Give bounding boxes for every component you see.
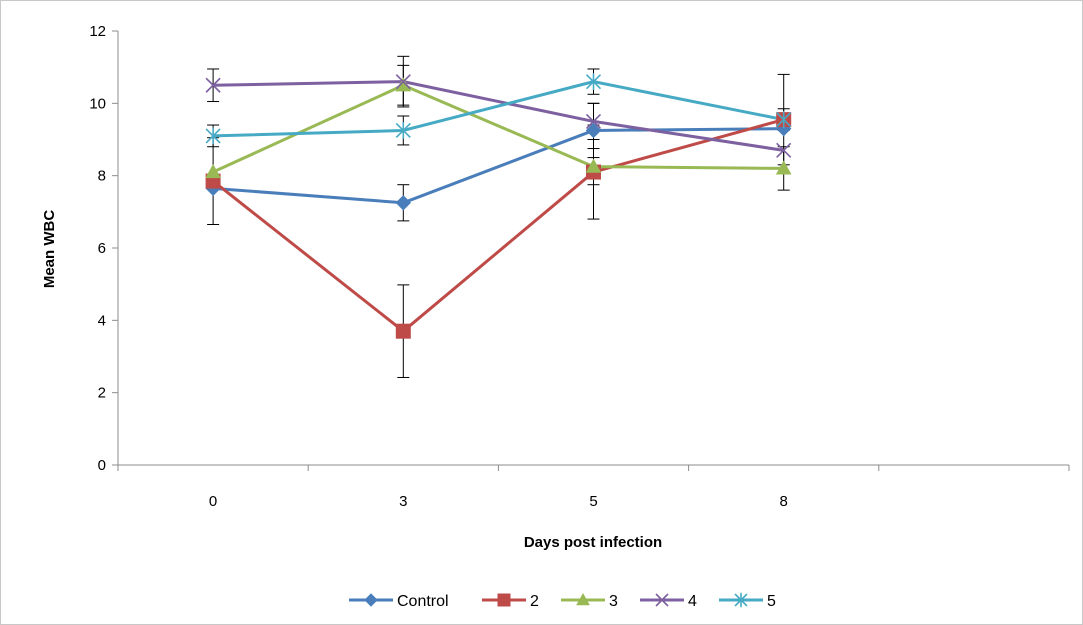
legend-item: 3 <box>561 592 618 610</box>
series-line-4 <box>213 80 784 152</box>
data-point-stroke <box>655 593 669 607</box>
data-point <box>776 111 792 129</box>
series-markers <box>205 73 792 339</box>
series-line-2 <box>212 118 785 333</box>
legend-label: 5 <box>767 593 776 610</box>
x-tick-label: 5 <box>589 493 597 510</box>
legend-item: 4 <box>640 593 697 610</box>
data-point <box>395 195 412 211</box>
y-tick-label: 12 <box>89 23 106 40</box>
series-line-3 <box>212 83 784 174</box>
y-tick-label: 4 <box>98 312 106 329</box>
y-tick-label: 8 <box>98 168 106 185</box>
legend-item: 5 <box>719 592 776 610</box>
x-tick-label: 8 <box>780 493 788 510</box>
y-tick-label: 2 <box>98 385 106 402</box>
data-point <box>585 122 602 139</box>
data-point-stroke <box>395 74 411 90</box>
chart-axes <box>112 30 1070 471</box>
data-point <box>585 73 602 91</box>
data-point <box>205 77 221 93</box>
data-point <box>205 164 221 179</box>
data-point <box>734 592 748 608</box>
legend-item: Control <box>349 593 449 610</box>
data-point <box>395 122 411 139</box>
legend-label: Control <box>397 593 449 610</box>
series-line-control <box>212 127 784 205</box>
data-point <box>585 158 602 173</box>
y-tick-labels: 0 2 4 6 8 10 12 <box>89 23 106 474</box>
data-point <box>775 160 792 175</box>
legend-label: 4 <box>688 593 697 610</box>
legend-label: 2 <box>530 593 539 610</box>
y-tick-label: 6 <box>98 240 106 257</box>
data-point <box>655 593 669 607</box>
legend-item: 2 <box>482 593 539 610</box>
data-point-stroke <box>585 113 602 129</box>
data-point <box>205 127 221 145</box>
data-point <box>395 74 411 90</box>
legend: Control 2 3 4 5 <box>349 592 776 610</box>
data-point <box>585 113 602 129</box>
x-tick-label: 0 <box>209 493 217 510</box>
x-tick-labels: 0 3 5 8 <box>209 493 788 510</box>
y-axis-title: Mean WBC <box>41 210 58 289</box>
data-point-stroke <box>776 142 792 158</box>
series-lines <box>212 80 785 333</box>
data-point <box>497 593 511 607</box>
legend-label: 3 <box>609 593 618 610</box>
data-point <box>776 142 792 158</box>
series-line-5 <box>213 80 784 138</box>
y-tick-label: 10 <box>89 95 106 112</box>
x-axis-title: Days post infection <box>524 534 662 551</box>
data-point <box>576 592 590 606</box>
y-tick-label: 0 <box>98 457 106 474</box>
data-point-stroke <box>205 77 221 93</box>
data-point <box>364 593 378 607</box>
x-tick-label: 3 <box>399 493 407 510</box>
data-point <box>395 77 412 92</box>
data-point <box>395 323 411 339</box>
